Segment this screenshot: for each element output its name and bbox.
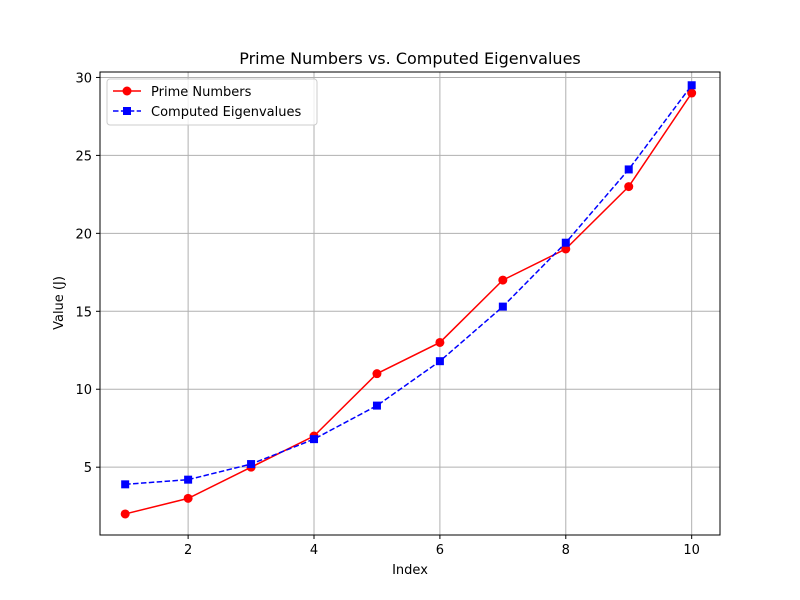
grid-layer <box>100 72 720 535</box>
series-line-prime-numbers <box>124 92 693 515</box>
data-point-computed-eigenvalues <box>372 401 381 410</box>
data-point-computed-eigenvalues <box>687 81 696 90</box>
x-tick-label: 4 <box>310 543 318 558</box>
data-point-computed-eigenvalues <box>435 357 444 366</box>
data-point-prime-numbers <box>498 275 508 285</box>
series-line-computed-eigenvalues <box>125 84 693 486</box>
legend-box <box>106 78 318 126</box>
legend-label-prime-numbers: Prime Numbers <box>151 85 252 100</box>
data-point-computed-eigenvalues <box>247 460 256 469</box>
y-tick-label: 10 <box>75 383 92 398</box>
data-point-prime-numbers <box>372 369 382 379</box>
plot-area <box>100 72 720 535</box>
data-point-computed-eigenvalues <box>310 435 319 444</box>
series-layer <box>120 81 697 519</box>
data-point-computed-eigenvalues <box>624 165 633 174</box>
data-point-prime-numbers <box>435 337 445 347</box>
data-point-prime-numbers <box>183 493 193 503</box>
data-point-prime-numbers <box>687 88 697 98</box>
x-tick-label: 2 <box>184 543 192 558</box>
y-tick-label: 30 <box>75 71 92 86</box>
tick-layer: 2 4 6 8 10 5 10 15 20 25 30 <box>75 71 699 558</box>
x-tick-label: 6 <box>436 543 444 558</box>
legend-label-computed-eigenvalues: Computed Eigenvalues <box>151 105 301 120</box>
legend-marker-computed-eigenvalues <box>123 107 131 115</box>
y-tick-label: 25 <box>75 149 92 164</box>
x-tick-label: 8 <box>562 543 570 558</box>
data-point-prime-numbers <box>120 509 130 519</box>
data-point-computed-eigenvalues <box>498 302 507 311</box>
y-tick-label: 20 <box>75 227 92 242</box>
data-point-computed-eigenvalues <box>184 475 193 484</box>
y-axis-label: Value (J) <box>52 276 67 330</box>
legend-marker-prime-numbers <box>122 86 132 96</box>
chart-title: Prime Numbers vs. Computed Eigenvalues <box>239 49 581 68</box>
y-tick-label: 15 <box>75 305 92 320</box>
data-point-prime-numbers <box>624 182 634 192</box>
x-tick-label: 10 <box>683 543 700 558</box>
data-point-computed-eigenvalues <box>121 480 130 489</box>
data-point-computed-eigenvalues <box>561 238 570 247</box>
x-axis-label: Index <box>392 563 428 578</box>
axes-frame <box>99 71 721 536</box>
y-tick-label: 5 <box>84 461 92 476</box>
legend: Prime Numbers Computed Eigenvalues <box>106 78 318 126</box>
